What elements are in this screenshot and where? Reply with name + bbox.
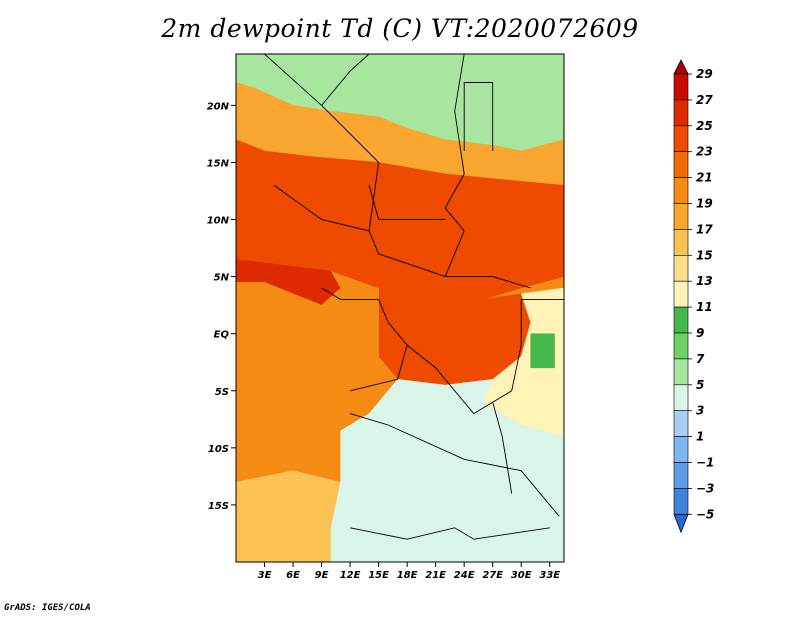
- region-lake-victoria-high: [530, 333, 555, 369]
- region-angola-coast: [236, 470, 341, 562]
- colorbar-swatch: [673, 384, 689, 411]
- chart-title: 2m dewpoint Td (C) VT:2020072609: [161, 14, 639, 43]
- colorbar-label: 9: [696, 326, 704, 340]
- colorbar-label: 17: [696, 222, 713, 236]
- colorbar-label: 3: [696, 404, 704, 418]
- country-border: [350, 527, 550, 540]
- country-border: [492, 402, 513, 494]
- x-tick-label: 27E: [482, 570, 503, 581]
- y-tick-label: 5N: [214, 273, 230, 284]
- country-border: [368, 185, 446, 220]
- x-tick-label: 24E: [454, 570, 475, 581]
- country-border: [321, 287, 408, 392]
- x-tick-label: 12E: [340, 570, 361, 581]
- x-tick-label: 21E: [425, 570, 446, 581]
- colorbar-label: 1: [696, 430, 704, 444]
- colorbar-label: 11: [696, 300, 713, 314]
- colorbar: 29 27 25 23 21 19 17 15 13 11 9 7 5 3 1 −1 −3 −5: [673, 59, 714, 534]
- colorbar-swatch: [673, 255, 689, 282]
- y-tick-label: 15S: [208, 501, 229, 512]
- colorbar-label: 13: [696, 274, 713, 288]
- country-border: [321, 105, 380, 231]
- colorbar-swatch: [673, 332, 689, 360]
- y-tick-label: 20N: [207, 101, 230, 112]
- x-tick-label: 15E: [368, 570, 389, 581]
- country-border: [463, 82, 494, 151]
- colorbar-label: 21: [696, 171, 713, 185]
- y-tick-label: EQ: [214, 330, 230, 341]
- colorbar-label: 23: [696, 145, 713, 159]
- colorbar-swatch: [673, 99, 689, 127]
- colorbar-swatch: [673, 358, 689, 386]
- colorbar-label: 19: [696, 197, 713, 211]
- colorbar-label: 5: [696, 378, 704, 392]
- x-tick-label: 9E: [315, 570, 329, 581]
- colorbar-label: −3: [696, 481, 714, 495]
- colorbar-label: 15: [696, 248, 713, 262]
- colorbar-swatch: [673, 462, 689, 489]
- colorbar-top-arrow: [673, 59, 689, 75]
- plot-frame: [235, 53, 565, 563]
- x-tick-label: 6E: [286, 570, 300, 581]
- x-tick-label: 33E: [539, 570, 560, 581]
- country-border: [349, 413, 560, 517]
- colorbar-label: 25: [696, 119, 713, 133]
- y-tick-label: 10S: [208, 444, 229, 455]
- country-border: [444, 54, 465, 277]
- y-tick-label: 15N: [207, 158, 230, 169]
- colorbar-label: 29: [696, 67, 713, 81]
- y-tick-label: 10N: [207, 216, 230, 227]
- colorbar-swatch: [673, 203, 689, 230]
- colorbar-swatch: [673, 73, 689, 101]
- map-layer: [235, 53, 565, 563]
- colorbar-swatch: [673, 410, 689, 437]
- x-tick-label: 3E: [258, 570, 272, 581]
- colorbar-swatch: [673, 151, 689, 178]
- country-border: [264, 54, 370, 107]
- colorbar-label: 7: [696, 352, 705, 366]
- country-border: [273, 184, 531, 289]
- colorbar-swatch: [673, 229, 689, 256]
- colorbar-bottom-arrow: [673, 513, 689, 534]
- y-tick-label: 5S: [215, 387, 229, 398]
- colorbar-label: −1: [696, 456, 714, 470]
- x-tick-label: 30E: [511, 570, 532, 581]
- colorbar-swatch: [673, 125, 689, 153]
- x-tick-label: 18E: [397, 570, 418, 581]
- colorbar-label: −5: [696, 507, 714, 521]
- colorbar-label: 27: [696, 93, 713, 107]
- colorbar-swatch: [673, 306, 689, 334]
- axis-layer: 3E 6E 9E 12E 15E 18E 21E 24E 27E 30E 33E 20N 15N 10N 5…: [207, 101, 561, 581]
- grads-credit: GrADS: IGES/COLA: [4, 603, 91, 613]
- colorbar-swatch: [673, 488, 689, 515]
- colorbar-swatch: [673, 436, 689, 463]
- colorbar-swatch: [673, 280, 689, 308]
- colorbar-swatch: [673, 177, 689, 204]
